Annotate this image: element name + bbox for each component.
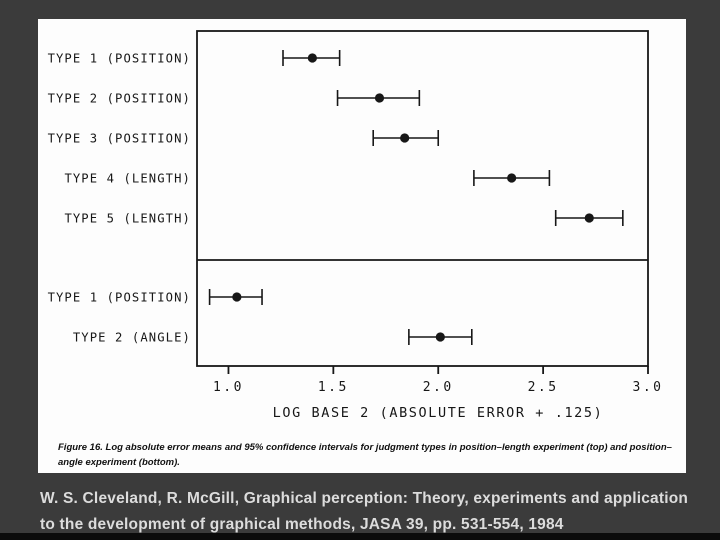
slide-bottom-bar	[0, 533, 720, 540]
data-point-dot	[232, 292, 242, 302]
figure-caption-line2: angle experiment (bottom).	[58, 457, 180, 468]
data-point-dot	[435, 332, 445, 342]
x-tick-label: 2.5	[528, 380, 559, 395]
figure-caption-line1: Figure 16. Log absolute error means and …	[58, 442, 672, 453]
data-point-dot	[400, 133, 410, 143]
citation-line2: to the development of graphical methods,…	[40, 516, 564, 533]
data-point-dot	[507, 173, 517, 183]
row-label: TYPE 3 (POSITION)	[48, 132, 191, 146]
figure-panel: 1.0 1.5 2.0 2.5 3.0 LOG BASE 2 (ABSOLUTE ERRO…	[38, 19, 686, 473]
citation-line1: W. S. Cleveland, R. McGill, Graphical pe…	[40, 490, 689, 507]
row-label: TYPE 1 (POSITION)	[48, 52, 191, 66]
plot-frame	[196, 30, 649, 367]
data-point-dot	[307, 53, 317, 63]
row-label: TYPE 5 (LENGTH)	[64, 212, 191, 226]
x-tick-label: 3.0	[633, 380, 664, 395]
row-label: TYPE 4 (LENGTH)	[64, 172, 191, 186]
row-label: TYPE 2 (POSITION)	[48, 92, 191, 106]
row-label: TYPE 2 (ANGLE)	[73, 331, 191, 345]
data-point-dot	[584, 213, 594, 223]
x-tick-label: 2.0	[423, 380, 454, 395]
figure-caption: Figure 16. Log absolute error means and …	[58, 440, 673, 470]
x-tick-label: 1.5	[318, 380, 349, 395]
x-axis-title: LOG BASE 2 (ABSOLUTE ERROR + .125)	[273, 405, 604, 421]
citation-text: W. S. Cleveland, R. McGill, Graphical pe…	[40, 486, 700, 538]
x-tick-label: 1.0	[213, 380, 244, 395]
row-label: TYPE 1 (POSITION)	[48, 291, 191, 305]
data-point-dot	[374, 93, 385, 103]
dot-plot-chart: 1.0 1.5 2.0 2.5 3.0 LOG BASE 2 (ABSOLUTE ERRO…	[48, 30, 664, 421]
